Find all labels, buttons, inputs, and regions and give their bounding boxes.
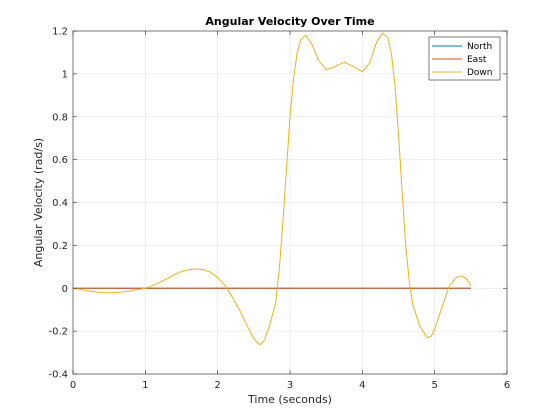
x-tick-label: 5 (431, 380, 437, 391)
y-axis-label: Angular Velocity (rad/s) (32, 138, 45, 267)
y-tick-label: 1.2 (52, 27, 68, 38)
y-tick-label: 0.2 (52, 241, 68, 252)
x-tick-label: 3 (287, 380, 293, 391)
x-tick-label: 0 (70, 380, 76, 391)
x-tick-label: 2 (214, 380, 220, 391)
y-tick-label: 1 (62, 69, 68, 80)
y-tick-label: -0.2 (48, 327, 68, 338)
x-tick-label: 4 (359, 380, 365, 391)
legend: North East Down (428, 36, 501, 81)
y-tick-label: 0.8 (52, 112, 68, 123)
legend-label-east: East (467, 55, 487, 65)
x-axis-label: Time (seconds) (247, 393, 332, 406)
y-tick-label: -0.4 (48, 370, 68, 381)
y-tick-label: 0.4 (52, 198, 68, 209)
y-tick-label: 0.6 (52, 155, 68, 166)
legend-label-down: Down (467, 68, 493, 78)
series-layer (72, 32, 472, 346)
y-tick-label: 0 (62, 284, 68, 295)
series-line-down (72, 32, 472, 346)
x-tick-label: 6 (504, 380, 510, 391)
x-tick-label: 1 (142, 380, 148, 391)
ticks: 0 1 2 3 4 5 6 -0.4 -0.2 0 0.2 0.4 0.6 0.8 1 1.2 (48, 27, 510, 392)
legend-label-north: North (467, 42, 492, 52)
chart-title: Angular Velocity Over Time (205, 15, 374, 28)
